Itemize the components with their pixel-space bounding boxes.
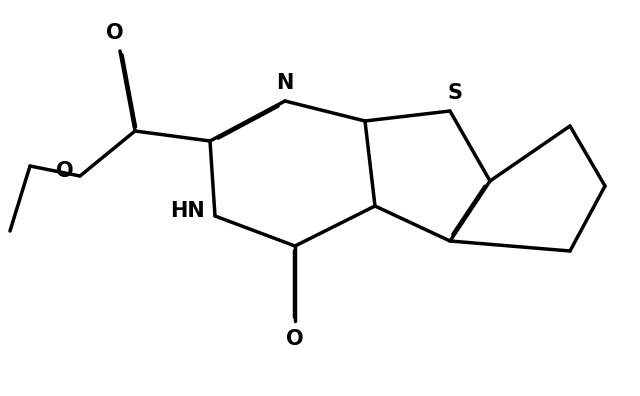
Text: O: O: [106, 23, 124, 43]
Text: S: S: [447, 83, 463, 103]
Text: O: O: [286, 329, 304, 349]
Text: O: O: [56, 161, 74, 181]
Text: N: N: [276, 73, 294, 93]
Text: HN: HN: [170, 201, 204, 221]
